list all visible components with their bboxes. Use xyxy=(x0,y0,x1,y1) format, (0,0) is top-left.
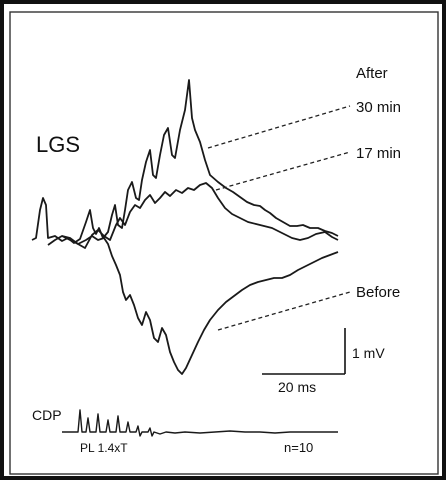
chart-title: LGS xyxy=(36,132,80,157)
cdp-n-label: n=10 xyxy=(284,440,313,455)
cdp-label: CDP xyxy=(32,407,62,423)
cdp-trace-group: CDP PL 1.4xT n=10 xyxy=(32,407,338,455)
leader-before xyxy=(217,291,351,331)
scale-bar: 1 mV 20 ms xyxy=(262,328,385,395)
inner-border xyxy=(9,11,439,475)
leader-17min xyxy=(215,151,351,191)
cdp-trace xyxy=(62,409,338,437)
series-label-30min: 30 min xyxy=(356,99,401,116)
scale-bar-time-label: 20 ms xyxy=(278,379,316,395)
scale-bar-voltage-label: 1 mV xyxy=(352,345,385,361)
cdp-stimulus-label: PL 1.4xT xyxy=(80,441,128,455)
trace-before xyxy=(61,235,339,375)
series-label-17min: 17 min xyxy=(356,145,401,162)
leader-30min xyxy=(207,105,351,149)
trace-30min xyxy=(31,79,339,244)
legend-header: After xyxy=(356,65,388,82)
trace-17min xyxy=(47,182,339,249)
series-label-before: Before xyxy=(356,284,400,301)
